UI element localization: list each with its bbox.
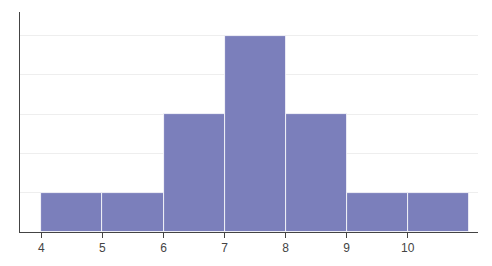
svg-text:4: 4 (38, 241, 45, 255)
svg-text:9: 9 (343, 241, 350, 255)
svg-text:8: 8 (282, 241, 289, 255)
svg-text:7: 7 (221, 241, 228, 255)
svg-text:5: 5 (99, 241, 106, 255)
svg-text:10: 10 (401, 241, 415, 255)
svg-text:6: 6 (160, 241, 167, 255)
